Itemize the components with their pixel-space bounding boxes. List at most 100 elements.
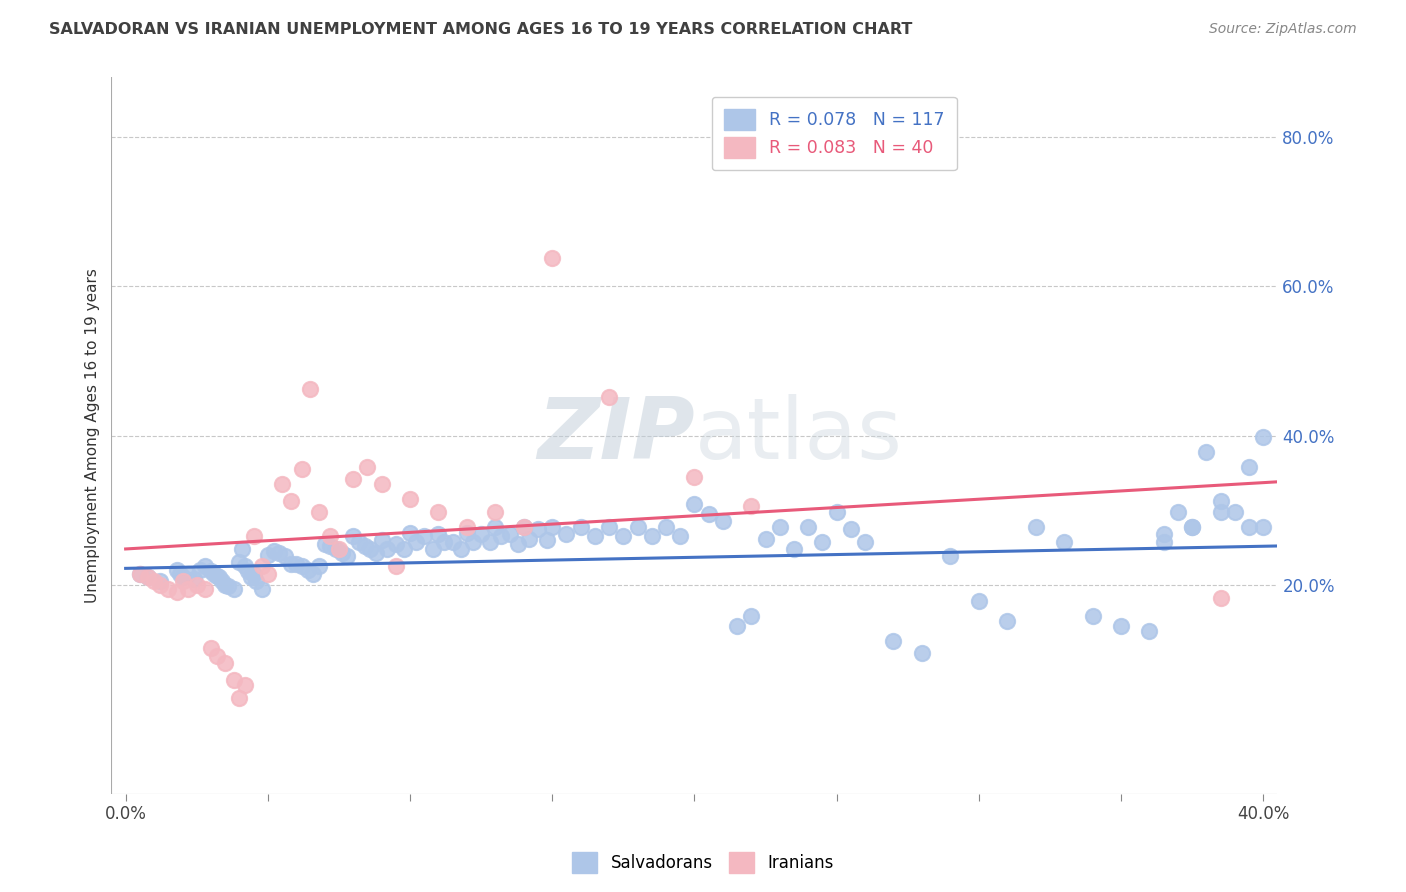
Point — [256, 548, 278, 562]
Point — [143, 574, 166, 588]
Y-axis label: Unemployment Among Ages 16 to 19 years: Unemployment Among Ages 16 to 19 years — [86, 268, 100, 603]
Point — [330, 546, 353, 560]
Point — [297, 563, 319, 577]
Point — [188, 563, 211, 577]
Point — [231, 541, 253, 556]
Point — [725, 619, 748, 633]
Point — [169, 566, 191, 581]
Point — [172, 570, 194, 584]
Point — [626, 519, 648, 533]
Point — [527, 522, 550, 536]
Point — [853, 534, 876, 549]
Point — [319, 539, 342, 553]
Point — [194, 582, 217, 596]
Point — [205, 648, 228, 663]
Point — [280, 494, 302, 508]
Point — [1181, 519, 1204, 533]
Point — [157, 582, 180, 596]
Point — [1139, 624, 1161, 638]
Point — [1109, 619, 1132, 633]
Point — [683, 497, 706, 511]
Point — [394, 541, 416, 556]
Point — [149, 574, 172, 588]
Point — [1181, 519, 1204, 533]
Point — [299, 382, 322, 396]
Point — [506, 537, 529, 551]
Point — [328, 541, 350, 556]
Point — [598, 519, 620, 533]
Point — [228, 555, 250, 569]
Point — [228, 691, 250, 706]
Point — [995, 614, 1018, 628]
Legend: Salvadorans, Iranians: Salvadorans, Iranians — [565, 846, 841, 880]
Point — [256, 566, 278, 581]
Point — [1237, 519, 1260, 533]
Point — [1209, 494, 1232, 508]
Text: atlas: atlas — [695, 394, 903, 477]
Point — [325, 541, 347, 556]
Point — [1025, 519, 1047, 533]
Point — [825, 505, 848, 519]
Point — [359, 541, 381, 556]
Text: Source: ZipAtlas.com: Source: ZipAtlas.com — [1209, 22, 1357, 37]
Point — [208, 570, 231, 584]
Point — [1195, 445, 1218, 459]
Point — [280, 557, 302, 571]
Point — [433, 534, 456, 549]
Point — [166, 585, 188, 599]
Point — [364, 546, 387, 560]
Point — [461, 534, 484, 549]
Point — [314, 537, 336, 551]
Point — [555, 527, 578, 541]
Text: ZIP: ZIP — [537, 394, 695, 477]
Point — [967, 594, 990, 608]
Point — [250, 582, 273, 596]
Point — [911, 647, 934, 661]
Point — [222, 582, 245, 596]
Point — [427, 527, 450, 541]
Point — [183, 572, 205, 586]
Point — [274, 549, 297, 564]
Point — [399, 525, 422, 540]
Point — [242, 529, 264, 543]
Point — [478, 534, 501, 549]
Point — [263, 544, 285, 558]
Point — [138, 570, 160, 584]
Point — [236, 565, 259, 579]
Point — [128, 566, 150, 581]
Point — [214, 578, 236, 592]
Point — [612, 529, 634, 543]
Point — [1081, 609, 1104, 624]
Point — [353, 539, 375, 553]
Point — [1223, 505, 1246, 519]
Point — [1237, 459, 1260, 474]
Point — [811, 534, 834, 549]
Point — [186, 578, 208, 592]
Point — [484, 519, 506, 533]
Point — [356, 459, 378, 474]
Point — [385, 559, 408, 574]
Point — [513, 519, 536, 533]
Point — [655, 519, 678, 533]
Point — [214, 656, 236, 670]
Point — [239, 570, 262, 584]
Point — [498, 527, 520, 541]
Point — [1153, 527, 1175, 541]
Point — [342, 529, 364, 543]
Point — [569, 519, 592, 533]
Text: SALVADORAN VS IRANIAN UNEMPLOYMENT AMONG AGES 16 TO 19 YEARS CORRELATION CHART: SALVADORAN VS IRANIAN UNEMPLOYMENT AMONG… — [49, 22, 912, 37]
Point — [740, 500, 762, 514]
Point — [172, 574, 194, 588]
Point — [269, 546, 291, 560]
Point — [205, 569, 228, 583]
Point — [1209, 591, 1232, 606]
Point — [839, 522, 862, 536]
Point — [138, 570, 160, 584]
Point — [939, 549, 962, 564]
Point — [536, 533, 558, 547]
Point — [285, 557, 308, 571]
Point — [683, 469, 706, 483]
Point — [217, 579, 239, 593]
Point — [456, 519, 478, 533]
Point — [470, 527, 492, 541]
